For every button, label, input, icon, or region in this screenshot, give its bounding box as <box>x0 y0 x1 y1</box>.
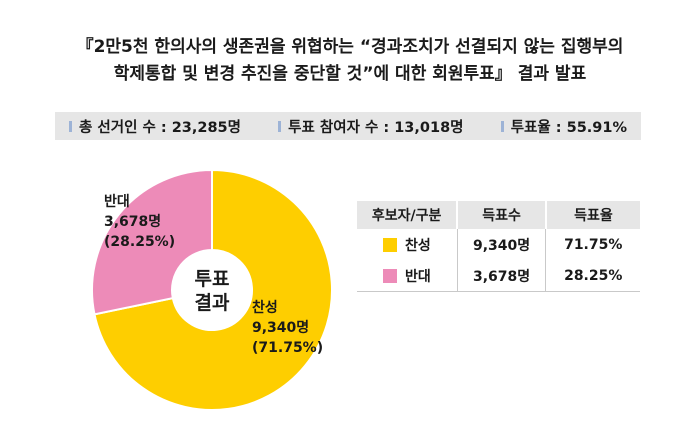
row-candidate-cell: 반대 <box>357 260 458 292</box>
row-votes: 9,340명 <box>456 229 546 260</box>
legend-swatch-no <box>382 268 397 283</box>
slice-label-no: 반대 3,678명 (28.25%) <box>104 193 175 250</box>
title-line-1: 『2만5천 한의사의 생존권을 위협하는 “경과조치가 선결되지 않는 집행부의 <box>76 37 624 57</box>
header-candidate: 후보자/구분 <box>357 201 458 229</box>
table-row: 찬성 9,340명 71.75% <box>357 229 640 260</box>
title-line-2: 학제통합 및 변경 추진을 중단할 것”에 대한 회원투표』 결과 발표 <box>113 64 587 84</box>
slice-label-yes: 찬성 9,340명 (71.75%) <box>252 299 323 356</box>
header-rate: 득표율 <box>544 201 640 229</box>
header-votes: 득표수 <box>456 201 546 229</box>
stat-turnout: 투표율 : 55.91% <box>500 116 627 137</box>
stat-participants: 투표 참여자 수 : 13,018명 <box>278 116 464 137</box>
row-rate: 28.25% <box>545 260 640 292</box>
donut-hole <box>172 250 252 330</box>
stat-participants-text: 투표 참여자 수 : 13,018명 <box>288 119 464 136</box>
result-table: 후보자/구분 득표수 득표율 찬성 9,340명 71.75% 반대 3,6 <box>357 201 640 292</box>
stats-bar: 총 선거인 수 : 23,285명 투표 참여자 수 : 13,018명 투표율… <box>55 112 641 140</box>
bullet-icon <box>69 120 72 132</box>
stat-turnout-text: 투표율 : 55.91% <box>510 119 627 136</box>
row-candidate-cell: 찬성 <box>357 229 457 260</box>
stat-total-voters-text: 총 선거인 수 : 23,285명 <box>79 119 241 136</box>
stat-total-voters: 총 선거인 수 : 23,285명 <box>69 116 241 137</box>
table-row: 반대 3,678명 28.25% <box>357 260 640 292</box>
legend-swatch-yes <box>382 237 397 252</box>
row-rate: 71.75% <box>545 229 640 260</box>
bullet-icon <box>500 120 504 132</box>
table-header-row: 후보자/구분 득표수 득표율 <box>357 201 640 229</box>
row-votes: 3,678명 <box>456 260 546 292</box>
row-candidate-name: 찬성 <box>404 237 431 254</box>
row-candidate-name: 반대 <box>404 268 431 285</box>
page-title: 『2만5천 한의사의 생존권을 위협하는 “경과조치가 선결되지 않는 집행부의… <box>0 34 700 88</box>
bullet-icon <box>278 120 282 132</box>
donut-center-label: 투표 결과 <box>195 268 230 314</box>
